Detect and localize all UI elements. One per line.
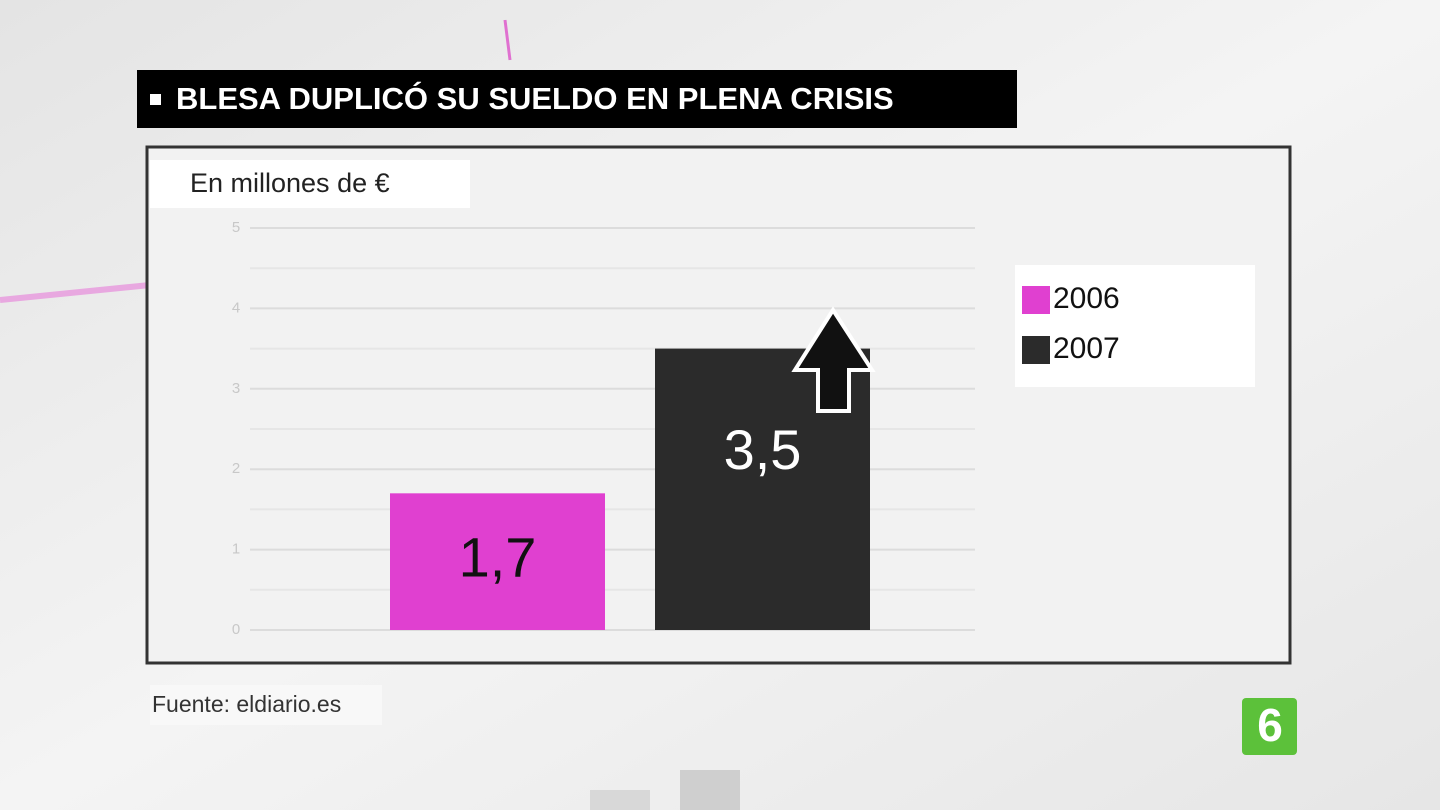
y-tick-label: 1 xyxy=(232,541,240,558)
logo-text: 6 xyxy=(1257,699,1283,751)
source-box xyxy=(150,685,382,725)
legend: 2006 2007 xyxy=(1022,282,1120,365)
title-bar xyxy=(137,70,1017,128)
y-tick-label: 4 xyxy=(232,299,240,316)
value-label: 1,7 xyxy=(459,525,537,588)
decor xyxy=(0,282,151,303)
decor xyxy=(680,770,740,810)
legend-swatch xyxy=(1022,286,1050,314)
decor xyxy=(590,790,650,810)
logo xyxy=(1242,698,1297,755)
legend-label: 2007 xyxy=(1053,332,1120,365)
y-tick-label: 3 xyxy=(232,380,240,397)
chart-subtitle: En millones de € xyxy=(190,168,390,198)
subtitle-box xyxy=(150,160,470,208)
decor xyxy=(503,19,512,61)
y-tick-label: 0 xyxy=(232,621,240,638)
source: Fuente: eldiario.es xyxy=(152,691,341,717)
y-tick-label: 5 xyxy=(232,219,240,236)
bar xyxy=(390,493,605,630)
value-label: 3,5 xyxy=(724,418,802,481)
legend-box xyxy=(1015,265,1255,387)
legend-swatch xyxy=(1022,336,1050,364)
bullet xyxy=(150,94,161,105)
chart-title: BLESA DUPLICÓ SU SUELDO EN PLENA CRISIS xyxy=(176,80,894,116)
y-tick-label: 2 xyxy=(232,460,240,477)
legend-label: 2006 xyxy=(1053,282,1120,315)
up-arrow xyxy=(791,306,876,413)
